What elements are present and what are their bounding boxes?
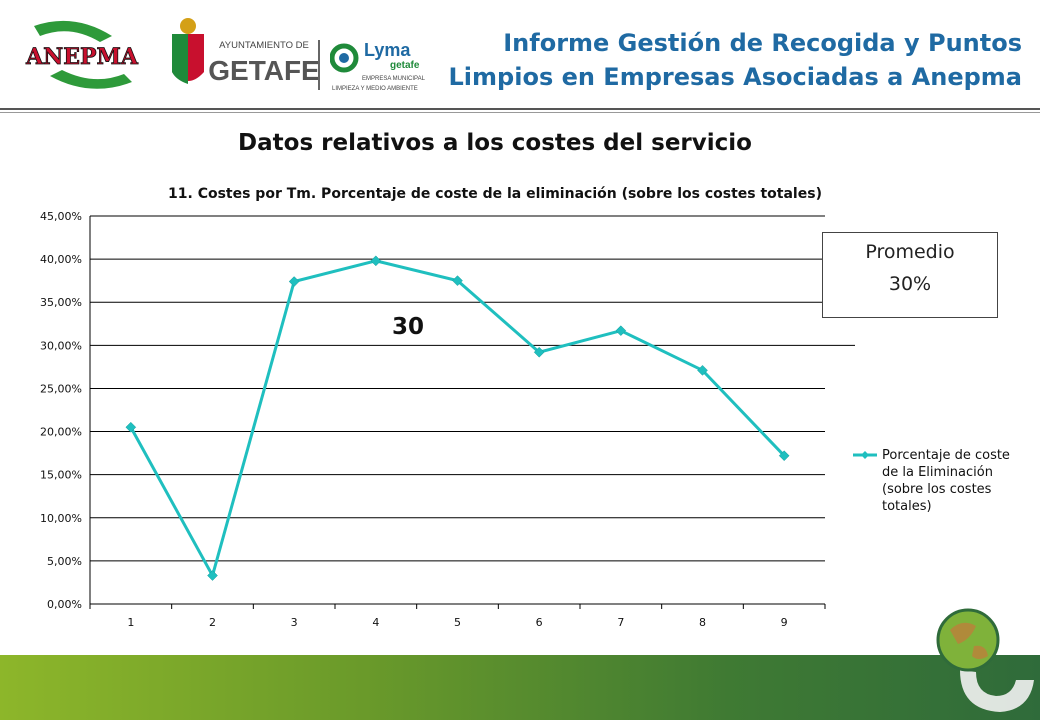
cost-line-chart: 11. Costes por Tm. Porcentaje de coste d… <box>40 186 1010 629</box>
x-tick-label: 6 <box>536 616 543 629</box>
header: ANEPMA AYUNTAMIENTO DE GETAFE Lyma getaf… <box>0 0 1040 113</box>
report-title-line1: Informe Gestión de Recogida y Puntos <box>503 29 1022 57</box>
legend-label: Porcentaje de coste <box>882 448 1010 463</box>
report-title-line2: Limpios en Empresas Asociadas a Anepma <box>448 63 1022 91</box>
y-tick-label: 35,00% <box>40 296 82 309</box>
x-tick-label: 9 <box>781 616 788 629</box>
y-tick-label: 40,00% <box>40 253 82 266</box>
average-box: Promedio 30% <box>822 232 998 318</box>
getafe-logo: AYUNTAMIENTO DE GETAFE <box>172 18 320 90</box>
header-divider <box>0 108 1040 110</box>
data-point <box>370 255 382 267</box>
y-tick-label: 10,00% <box>40 512 82 525</box>
data-point <box>452 275 463 287</box>
x-tick-label: 8 <box>699 616 706 629</box>
y-tick-label: 0,00% <box>47 598 82 611</box>
anepma-logo-text: ANEPMA <box>25 44 139 70</box>
legend-label: de la Eliminación <box>882 465 993 480</box>
section-title: Datos relativos a los costes del servici… <box>238 130 752 156</box>
y-tick-label: 15,00% <box>40 469 82 482</box>
lyma-logo-line2: LIMPIEZA Y MEDIO AMBIENTE <box>332 86 418 92</box>
chart-title: 11. Costes por Tm. Porcentaje de coste d… <box>168 186 822 202</box>
data-point <box>533 346 545 358</box>
getafe-logo-top: AYUNTAMIENTO DE <box>219 40 309 51</box>
lyma-logo-main: Lyma <box>364 40 411 60</box>
lyma-logo-line1: EMPRESA MUNICIPAL <box>362 76 426 82</box>
data-point <box>615 325 627 337</box>
footer-bar <box>0 655 1040 720</box>
y-tick-label: 30,00% <box>40 339 82 352</box>
x-tick-label: 1 <box>127 616 134 629</box>
legend-label: (sobre los costes <box>882 482 992 497</box>
header-divider-thin <box>0 112 1040 113</box>
data-point <box>697 364 708 376</box>
y-tick-label: 20,00% <box>40 426 82 439</box>
data-point <box>778 450 790 462</box>
lyma-logo: Lyma getafe EMPRESA MUNICIPAL LIMPIEZA Y… <box>330 40 426 92</box>
legend-marker <box>861 451 869 459</box>
data-point <box>207 570 218 581</box>
x-tick-label: 4 <box>372 616 379 629</box>
report-title: Informe Gestión de Recogida y Puntos Lim… <box>449 26 1022 94</box>
series-line <box>129 259 786 580</box>
legend-label: totales) <box>882 499 932 514</box>
average-box-label: Promedio <box>865 241 955 263</box>
average-box-value: 30% <box>888 273 932 295</box>
x-tick-label: 5 <box>454 616 461 629</box>
data-point <box>125 421 137 433</box>
lyma-logo-sub: getafe <box>390 60 420 71</box>
x-tick-label: 7 <box>617 616 624 629</box>
average-label: 30 <box>392 314 425 340</box>
getafe-logo-main: GETAFE <box>208 55 319 86</box>
anepma-logo: ANEPMA <box>25 20 139 89</box>
globe-recycle-icon <box>936 608 1034 712</box>
y-tick-label: 25,00% <box>40 382 82 395</box>
x-tick-label: 3 <box>291 616 298 629</box>
y-tick-label: 45,00% <box>40 210 82 223</box>
y-tick-label: 5,00% <box>47 555 82 568</box>
data-point <box>288 276 300 287</box>
x-tick-label: 2 <box>209 616 216 629</box>
